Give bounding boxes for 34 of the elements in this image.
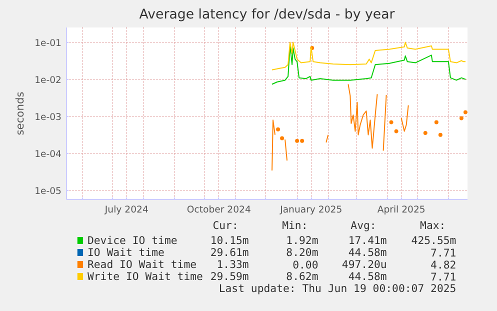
- point: [295, 138, 300, 143]
- y-tick-label: 1e-02: [34, 74, 62, 86]
- chart-title: Average latency for /dev/sda - by year: [139, 8, 396, 22]
- y-axis-title: seconds: [14, 91, 27, 136]
- x-tick-label: October 2024: [186, 204, 251, 216]
- y-tick-label: 1e-03: [34, 112, 62, 123]
- text: 1.33m 0.00 497.20u 4.82: [216, 258, 456, 272]
- x-tick-label: January 2025: [279, 204, 342, 216]
- text: Cur: Min: Avg: Max:: [212, 219, 446, 232]
- point: [459, 116, 464, 120]
- legend-label: Device IO time: [87, 234, 178, 247]
- legend-label: Write IO Wait time: [87, 270, 203, 283]
- text: 10.15m 1.92m 17.41m 425.55m: [210, 234, 456, 247]
- x-tick-label: July 2024: [104, 204, 148, 216]
- line-series: [272, 45, 466, 85]
- text: 29.59m 8.62m 44.58m 7.71: [210, 270, 456, 284]
- line-series: [272, 42, 466, 70]
- text: Last update: Thu Jun 19 00:00:07 2025: [218, 282, 456, 295]
- x-tick-label: April 2025: [377, 204, 426, 216]
- text: 29.61m 8.20m 44.58m 7.71: [210, 246, 456, 260]
- point: [438, 132, 442, 137]
- point: [463, 110, 468, 114]
- point: [389, 120, 394, 124]
- point: [280, 136, 284, 140]
- legend-label: IO Wait time: [87, 246, 164, 259]
- point: [434, 120, 438, 124]
- y-tick-label: 1e-05: [34, 186, 62, 198]
- point: [276, 127, 280, 132]
- legend-label: Read IO Wait time: [87, 258, 197, 271]
- point: [300, 138, 304, 143]
- y-tick-label: 1e-01: [34, 38, 62, 49]
- point: [423, 130, 428, 135]
- point: [394, 129, 398, 134]
- y-tick-label: 1e-04: [34, 149, 62, 160]
